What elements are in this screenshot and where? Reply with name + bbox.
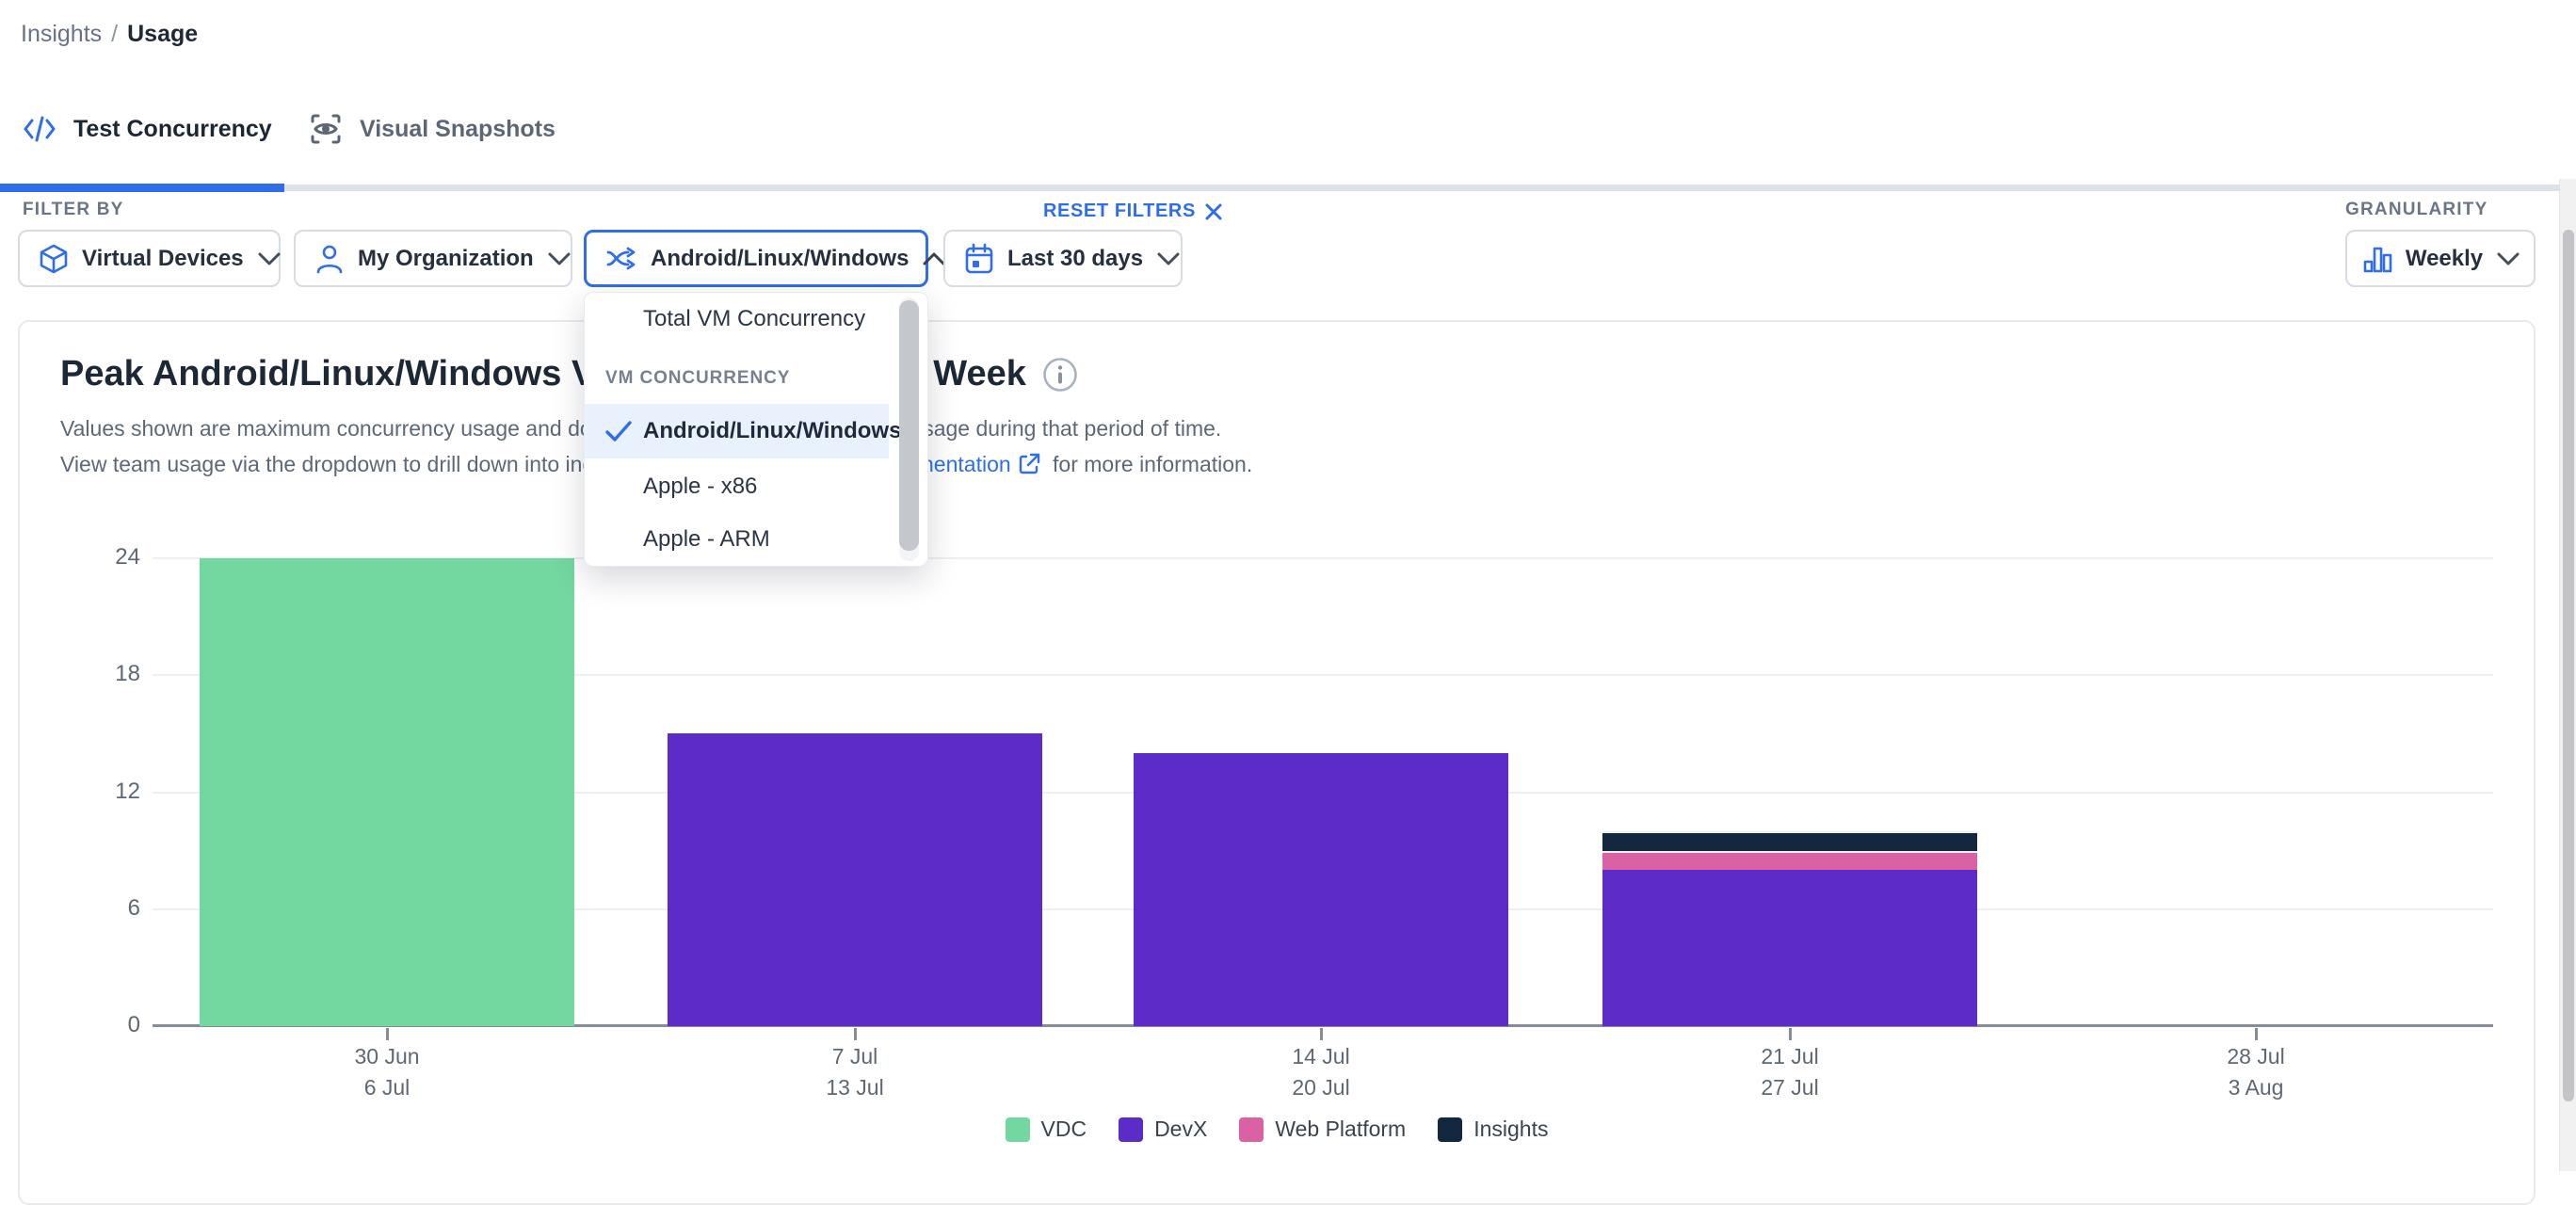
chevron-down-icon (1156, 251, 1181, 266)
legend-item-vdc[interactable]: VDC (1005, 1117, 1087, 1142)
bar-chart-plot: 0 6 12 18 24 30 Jun 6 Jul 7 Jul 13 Jul 14 Jul 20 J… (115, 544, 2493, 1100)
gridline (153, 557, 2493, 559)
breadcrumb: Insights / Usage (21, 21, 198, 48)
close-icon (1204, 202, 1223, 221)
x-axis-tick (1789, 1028, 1792, 1040)
filter-by-label: FILTER BY (23, 200, 124, 219)
bar-segment-devx[interactable] (668, 733, 1042, 1026)
y-axis-tick-label: 24 (115, 544, 140, 570)
bar-14jul-20jul[interactable] (1134, 753, 1508, 1026)
cube-icon (39, 243, 69, 275)
legend-label: VDC (1040, 1117, 1087, 1141)
legend-item-insights[interactable]: Insights (1438, 1117, 1548, 1142)
legend-swatch (1119, 1117, 1144, 1142)
filter-label: My Organization (358, 245, 534, 271)
filter-vm-type-dropdown[interactable]: Android/Linux/Windows (584, 230, 945, 287)
bar-segment-vdc[interactable] (200, 558, 574, 1026)
code-icon (23, 114, 56, 144)
vm-dropdown-menu: Total VM Concurrency VM CONCURRENCY Androi… (584, 292, 928, 567)
filter-organization-dropdown[interactable]: My Organization (294, 230, 572, 287)
user-icon (314, 243, 345, 275)
breadcrumb-usage: Usage (127, 21, 199, 47)
chevron-down-icon (257, 251, 282, 266)
x-axis-tick-label: 7 Jul 13 Jul (826, 1044, 884, 1100)
x-axis-tick (386, 1028, 389, 1040)
bar-7jul-13jul[interactable] (668, 733, 1042, 1026)
granularity-value: Weekly (2405, 245, 2484, 271)
breadcrumb-separator: / (111, 21, 119, 47)
breadcrumb-insights[interactable]: Insights (21, 21, 103, 47)
tab-visual-snapshots[interactable]: Visual Snapshots (309, 102, 555, 156)
bar-30jun-6jul[interactable] (200, 558, 574, 1026)
bar-segment-web-platform[interactable] (1602, 850, 1977, 871)
legend-label: Insights (1473, 1117, 1549, 1141)
legend-item-web-platform[interactable]: Web Platform (1239, 1117, 1406, 1142)
chevron-up-icon (922, 251, 946, 266)
filter-date-range-dropdown[interactable]: Last 30 days (943, 230, 1183, 287)
x-axis-tick-label: 30 Jun 6 Jul (354, 1044, 420, 1100)
external-link-icon (1019, 453, 1040, 474)
concurrency-chart-card: Peak Android/Linux/Windows VM Concurrenc… (18, 320, 2536, 1205)
x-axis-tick-label: 21 Jul 27 Jul (1761, 1044, 1819, 1100)
tab-label: Test Concurrency (73, 115, 272, 142)
legend-label: DevX (1154, 1117, 1208, 1141)
bar-segment-devx[interactable] (1602, 870, 1977, 1026)
active-tab-underline (0, 184, 284, 192)
chevron-down-icon (2496, 251, 2520, 266)
reset-filters-label: RESET FILTERS (1043, 201, 1196, 221)
bar-segment-devx[interactable] (1134, 753, 1508, 1026)
menu-scrollbar-thumb[interactable] (899, 300, 919, 551)
x-axis-tick-label: 14 Jul 20 Jul (1292, 1044, 1350, 1100)
menu-section-header: VM CONCURRENCY (605, 368, 791, 388)
tab-label: Visual Snapshots (360, 115, 555, 142)
granularity-dropdown[interactable]: Weekly (2345, 230, 2536, 287)
legend-swatch (1438, 1117, 1463, 1142)
y-axis-tick-label: 12 (115, 778, 140, 804)
visual-snapshot-icon (309, 112, 343, 146)
filter-label: Android/Linux/Windows (651, 245, 910, 271)
x-axis-tick (2255, 1028, 2258, 1040)
filter-label: Virtual Devices (82, 245, 244, 271)
calendar-icon (964, 243, 994, 275)
tab-test-concurrency[interactable]: Test Concurrency (23, 102, 272, 156)
y-axis-tick-label: 6 (127, 894, 140, 921)
bar-chart-icon (2362, 244, 2392, 274)
branch-icon (605, 245, 637, 273)
x-axis-tick (1320, 1028, 1323, 1040)
tab-divider (0, 185, 2576, 191)
x-axis-tick (854, 1028, 857, 1040)
y-axis-tick-label: 0 (127, 1012, 140, 1037)
legend-label: Web Platform (1275, 1117, 1407, 1141)
bar-segment-insights[interactable] (1602, 830, 1977, 851)
chart-legend: VDC DevX Web Platform Insights (20, 1117, 2534, 1142)
chevron-down-icon (547, 251, 572, 266)
menu-option-total-vm-concurrency[interactable]: Total VM Concurrency (643, 306, 866, 331)
x-axis-tick-label: 28 Jul 3 Aug (2227, 1044, 2285, 1100)
reset-filters-button[interactable]: RESET FILTERS (1043, 201, 1223, 222)
page-scrollbar-thumb[interactable] (2563, 230, 2574, 1101)
check-icon (604, 419, 633, 443)
menu-option-apple-x86[interactable]: Apple - x86 (643, 474, 758, 499)
legend-item-devx[interactable]: DevX (1119, 1117, 1207, 1142)
filter-virtual-devices-dropdown[interactable]: Virtual Devices (18, 230, 281, 287)
legend-swatch (1005, 1117, 1030, 1142)
gridline (153, 674, 2493, 677)
info-icon[interactable] (1042, 357, 1078, 393)
filter-label: Last 30 days (1007, 245, 1144, 271)
y-axis-tick-label: 18 (115, 661, 140, 687)
legend-swatch (1239, 1117, 1264, 1142)
bar-21jul-27jul[interactable] (1602, 830, 1977, 1026)
menu-option-apple-arm[interactable]: Apple - ARM (643, 526, 770, 552)
menu-option-android-linux-windows[interactable]: Android/Linux/Windows (585, 404, 901, 458)
granularity-label: GRANULARITY (2345, 200, 2488, 219)
